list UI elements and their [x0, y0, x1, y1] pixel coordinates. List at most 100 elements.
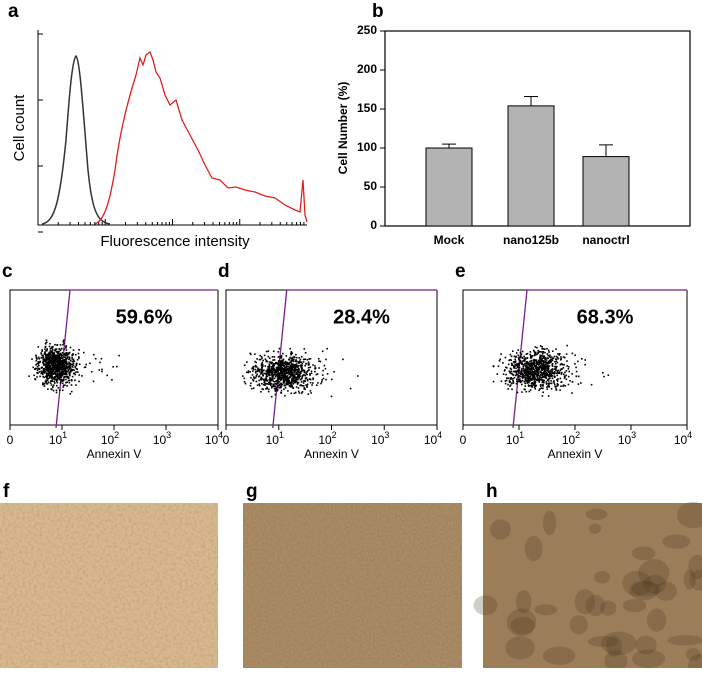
event-dot — [264, 378, 266, 381]
event-dot — [515, 364, 518, 367]
event-dot — [40, 357, 43, 359]
event-dot — [295, 369, 298, 371]
event-dot — [300, 366, 303, 369]
event-dot — [533, 360, 535, 362]
event-dot — [519, 380, 521, 383]
event-dot — [45, 358, 47, 361]
event-dot — [54, 359, 57, 362]
event-dot — [44, 353, 47, 356]
event-dot — [272, 365, 274, 368]
event-dot — [51, 362, 53, 365]
event-dot — [266, 387, 268, 390]
event-dot — [272, 371, 274, 373]
event-dot — [101, 370, 103, 373]
event-dot — [68, 361, 70, 364]
event-dot — [492, 380, 495, 383]
event-dot — [526, 382, 529, 384]
event-dot — [541, 368, 543, 370]
event-dot — [529, 364, 531, 366]
event-dot — [331, 378, 333, 381]
event-dot — [297, 376, 300, 378]
event-dot — [290, 373, 293, 375]
event-dot — [257, 367, 259, 370]
event-dot — [283, 361, 286, 364]
event-dot — [556, 361, 559, 364]
event-dot — [290, 362, 293, 365]
event-dot — [49, 356, 52, 358]
event-dot — [299, 384, 301, 387]
event-dot — [498, 360, 501, 362]
event-dot — [542, 360, 545, 362]
event-dot — [512, 374, 515, 376]
event-dot — [273, 364, 276, 367]
event-dot — [58, 368, 61, 370]
event-dot — [57, 373, 60, 376]
event-dot — [43, 383, 45, 386]
event-dot — [286, 376, 288, 379]
cell-cluster — [685, 648, 701, 661]
event-dot — [66, 371, 68, 373]
event-dot — [564, 371, 566, 374]
cell-cluster — [629, 580, 659, 601]
event-dot — [548, 386, 551, 388]
event-dot — [520, 375, 522, 378]
event-dot — [46, 379, 49, 382]
event-dot — [60, 381, 62, 383]
event-dot — [260, 391, 262, 393]
event-dot — [53, 370, 56, 373]
event-dot — [542, 355, 544, 357]
event-dot — [67, 369, 70, 371]
event-dot — [53, 365, 55, 367]
event-dot — [53, 380, 55, 383]
event-dot — [563, 373, 565, 376]
event-dot — [244, 382, 247, 385]
event-dot — [532, 383, 535, 385]
event-dot — [267, 355, 270, 358]
event-dot — [539, 362, 541, 365]
event-dot — [274, 389, 277, 392]
event-dot — [268, 357, 271, 359]
event-dot — [50, 384, 53, 386]
event-dot — [518, 378, 520, 381]
event-dot — [530, 384, 533, 387]
tick-base: 10 — [618, 433, 632, 447]
event-dot — [517, 357, 520, 359]
event-dot — [298, 375, 300, 377]
event-dot — [270, 371, 273, 373]
event-dot — [58, 365, 61, 367]
event-dot — [296, 373, 298, 375]
event-dot — [49, 372, 52, 374]
event-dot — [68, 372, 70, 374]
cell-cluster — [585, 594, 606, 617]
event-dot — [534, 366, 537, 368]
event-dot — [50, 380, 53, 382]
event-dot — [286, 375, 289, 377]
event-dot — [63, 363, 66, 366]
event-dot — [47, 374, 50, 376]
event-dot — [556, 383, 559, 385]
event-dot — [280, 389, 283, 392]
event-dot — [298, 364, 300, 367]
event-dot — [524, 385, 526, 387]
event-dot — [533, 370, 536, 373]
event-dot — [509, 372, 511, 374]
event-dot — [518, 380, 520, 382]
event-dot — [291, 368, 293, 371]
event-dot — [286, 377, 289, 380]
event-dot — [527, 366, 530, 369]
event-dot — [539, 374, 542, 376]
event-dot — [518, 366, 521, 369]
event-dot — [279, 386, 282, 388]
event-dot — [534, 383, 536, 385]
event-dot — [272, 385, 275, 387]
event-dot — [84, 366, 87, 368]
event-dot — [521, 379, 524, 382]
event-dot — [290, 381, 293, 384]
event-dot — [259, 354, 261, 357]
event-dot — [521, 383, 523, 386]
event-dot — [533, 363, 536, 366]
event-dot — [290, 351, 293, 354]
event-dot — [66, 381, 68, 383]
event-dot — [550, 358, 552, 361]
event-dot — [284, 360, 287, 363]
